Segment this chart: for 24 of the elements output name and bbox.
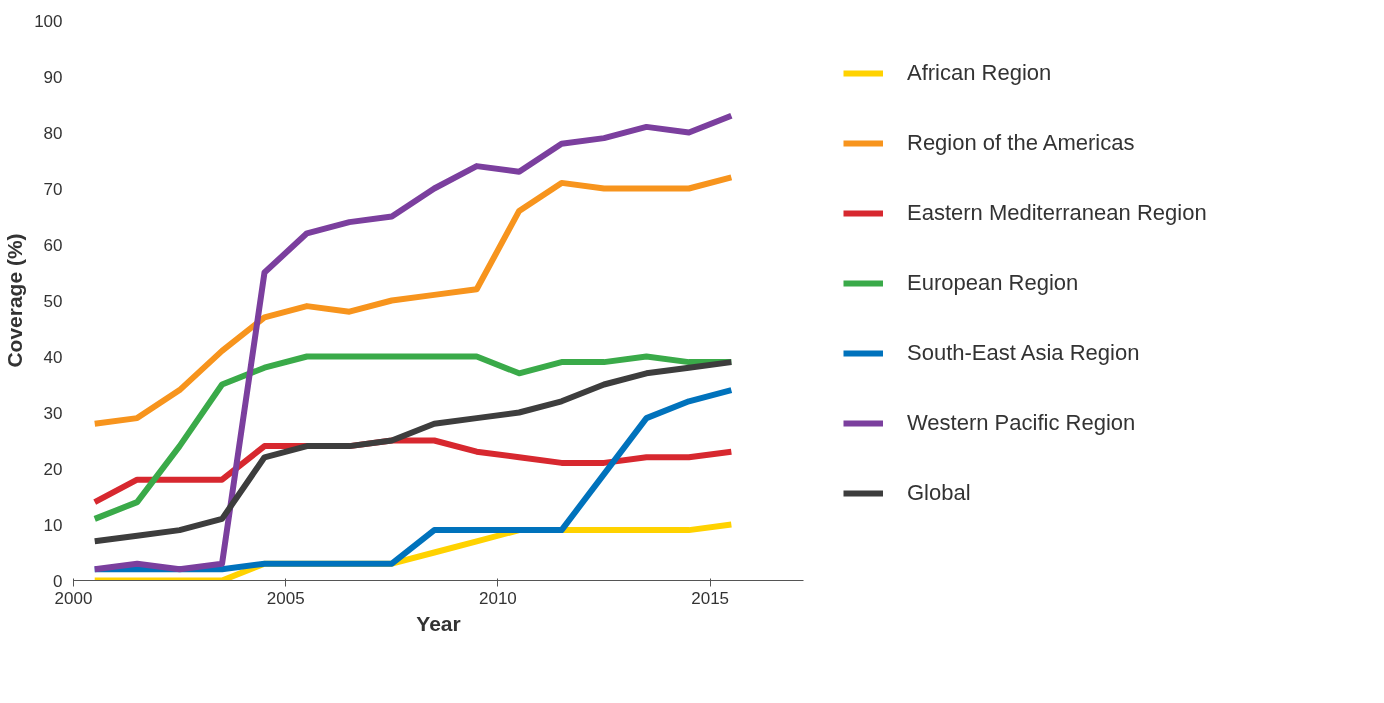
y-tick-label: 70: [43, 179, 63, 199]
legend-label: Global: [907, 480, 971, 506]
y-axis-title: Coverage (%): [3, 233, 27, 368]
y-tick-label: 50: [43, 291, 63, 311]
y-tick-label: 0: [53, 571, 63, 591]
legend-label: Eastern Mediterranean Region: [907, 200, 1207, 226]
x-tick-label: 2010: [479, 588, 517, 608]
y-tick-label: 10: [43, 515, 63, 535]
y-tick-label: 20: [43, 459, 63, 479]
legend-label: European Region: [907, 270, 1079, 296]
legend-label: South-East Asia Region: [907, 340, 1140, 366]
x-tick-label: 2015: [691, 588, 730, 608]
x-tick-label: 2000: [54, 588, 93, 608]
legend-label: African Region: [907, 60, 1052, 86]
legend-label: Western Pacific Region: [907, 410, 1136, 436]
y-tick-label: 60: [43, 235, 63, 255]
y-tick-label: 40: [43, 347, 63, 367]
y-tick-label: 80: [43, 123, 63, 143]
x-tick-label: 2005: [266, 588, 305, 608]
y-tick-label: 30: [43, 403, 63, 423]
x-axis-title: Year: [416, 611, 461, 635]
legend-label: Region of the Americas: [907, 130, 1135, 156]
y-tick-label: 90: [43, 67, 63, 87]
y-tick-label: 100: [34, 11, 63, 31]
